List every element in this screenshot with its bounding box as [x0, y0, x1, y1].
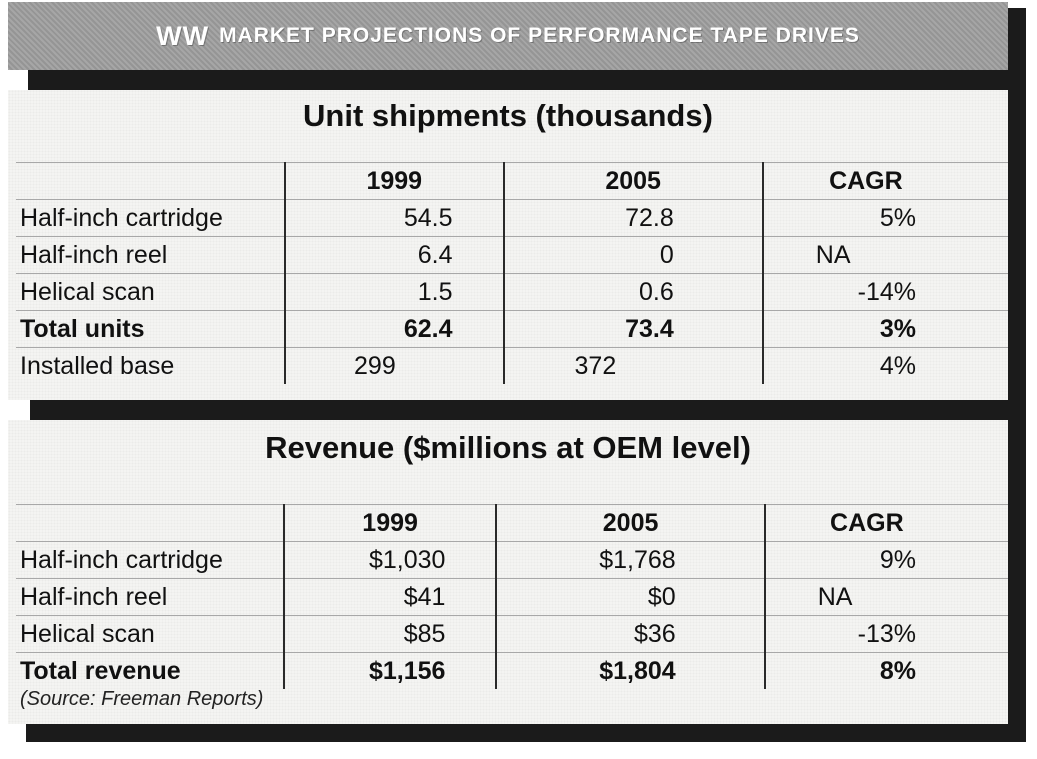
row-label: Helical scan: [16, 615, 284, 653]
row-label: Total units: [16, 310, 286, 348]
revenue-panel-title: Revenue ($millions at OEM level): [265, 430, 751, 465]
value-cagr: NA: [761, 236, 1008, 274]
table-row: Half-inch cartridge 54.5 72.8 5%: [16, 199, 1008, 237]
table-header-row: 1999 2005 CAGR: [16, 504, 1008, 542]
figure-frame: WW MARKET PROJECTIONS OF PERFORMANCE TAP…: [8, 2, 1026, 742]
value-2005: 372: [502, 347, 763, 384]
row-label: Half-inch reel: [16, 578, 284, 616]
row-label: Half-inch reel: [16, 236, 286, 274]
value-1999: 62.4: [284, 310, 504, 348]
value-2005: $1,768: [495, 541, 765, 579]
value-1999: 299: [284, 347, 504, 384]
shadow-mid: [30, 400, 1026, 420]
value-cagr: 5%: [761, 199, 1008, 237]
header-2005: 2005: [495, 504, 765, 542]
value-1999: $85: [282, 615, 497, 653]
value-1999: $41: [282, 578, 497, 616]
value-2005: 72.8: [502, 199, 763, 237]
units-panel-title: Unit shipments (thousands): [303, 98, 713, 133]
value-1999: 6.4: [284, 236, 504, 274]
table-row: Half-inch cartridge $1,030 $1,768 9%: [16, 541, 1008, 579]
value-2005: $36: [495, 615, 765, 653]
value-cagr: 4%: [761, 347, 1008, 384]
value-cagr: 9%: [763, 541, 1008, 579]
header-cagr: CAGR: [761, 162, 1008, 200]
table-row: Helical scan $85 $36 -13%: [16, 615, 1008, 653]
value-1999: $1,156: [282, 652, 497, 689]
value-cagr: -13%: [763, 615, 1008, 653]
header-label-cell: [16, 162, 286, 200]
row-label: Half-inch cartridge: [16, 199, 286, 237]
table-row: Helical scan 1.5 0.6 -14%: [16, 273, 1008, 311]
value-2005: 0: [502, 236, 763, 274]
value-2005: 0.6: [502, 273, 763, 311]
table-row: Half-inch reel 6.4 0 NA: [16, 236, 1008, 274]
row-label: Installed base: [16, 347, 286, 384]
value-2005: $1,804: [495, 652, 765, 689]
figure-title: WW MARKET PROJECTIONS OF PERFORMANCE TAP…: [8, 2, 1008, 70]
value-1999: $1,030: [282, 541, 497, 579]
revenue-table: 1999 2005 CAGR Half-inch cartridge $1,03…: [16, 504, 1008, 689]
header-1999: 1999: [282, 504, 497, 542]
shadow-right: [1008, 8, 1026, 742]
table-row: Installed base 299 372 4%: [16, 347, 1008, 384]
header-2005: 2005: [502, 162, 763, 200]
table-row-total: Total units 62.4 73.4 3%: [16, 310, 1008, 348]
units-table: 1999 2005 CAGR Half-inch cartridge 54.5 …: [16, 162, 1008, 384]
title-shadow: [28, 70, 1026, 90]
table-row: Half-inch reel $41 $0 NA: [16, 578, 1008, 616]
value-2005: 73.4: [502, 310, 763, 348]
value-2005: $0: [495, 578, 765, 616]
title-rest: MARKET PROJECTIONS OF PERFORMANCE TAPE D…: [219, 24, 860, 47]
value-cagr: 8%: [763, 652, 1008, 689]
shadow-bottom: [26, 724, 1026, 742]
value-cagr: NA: [763, 578, 1008, 616]
row-label: Half-inch cartridge: [16, 541, 284, 579]
revenue-panel: Revenue ($millions at OEM level) 1999 20…: [8, 420, 1008, 724]
title-lead: WW: [156, 20, 210, 51]
header-1999: 1999: [284, 162, 504, 200]
table-row-total: Total revenue $1,156 $1,804 8%: [16, 652, 1008, 689]
row-label: Total revenue: [16, 652, 284, 689]
value-1999: 1.5: [284, 273, 504, 311]
value-cagr: -14%: [761, 273, 1008, 311]
row-label: Helical scan: [16, 273, 286, 311]
units-panel: Unit shipments (thousands) 1999 2005 CAG…: [8, 90, 1008, 400]
value-cagr: 3%: [761, 310, 1008, 348]
value-1999: 54.5: [284, 199, 504, 237]
header-cagr: CAGR: [763, 504, 1008, 542]
header-label-cell: [16, 504, 284, 542]
source-note: (Source: Freeman Reports): [20, 688, 264, 710]
table-header-row: 1999 2005 CAGR: [16, 162, 1008, 200]
